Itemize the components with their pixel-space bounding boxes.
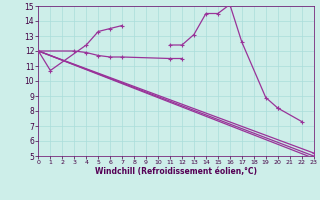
X-axis label: Windchill (Refroidissement éolien,°C): Windchill (Refroidissement éolien,°C)	[95, 167, 257, 176]
